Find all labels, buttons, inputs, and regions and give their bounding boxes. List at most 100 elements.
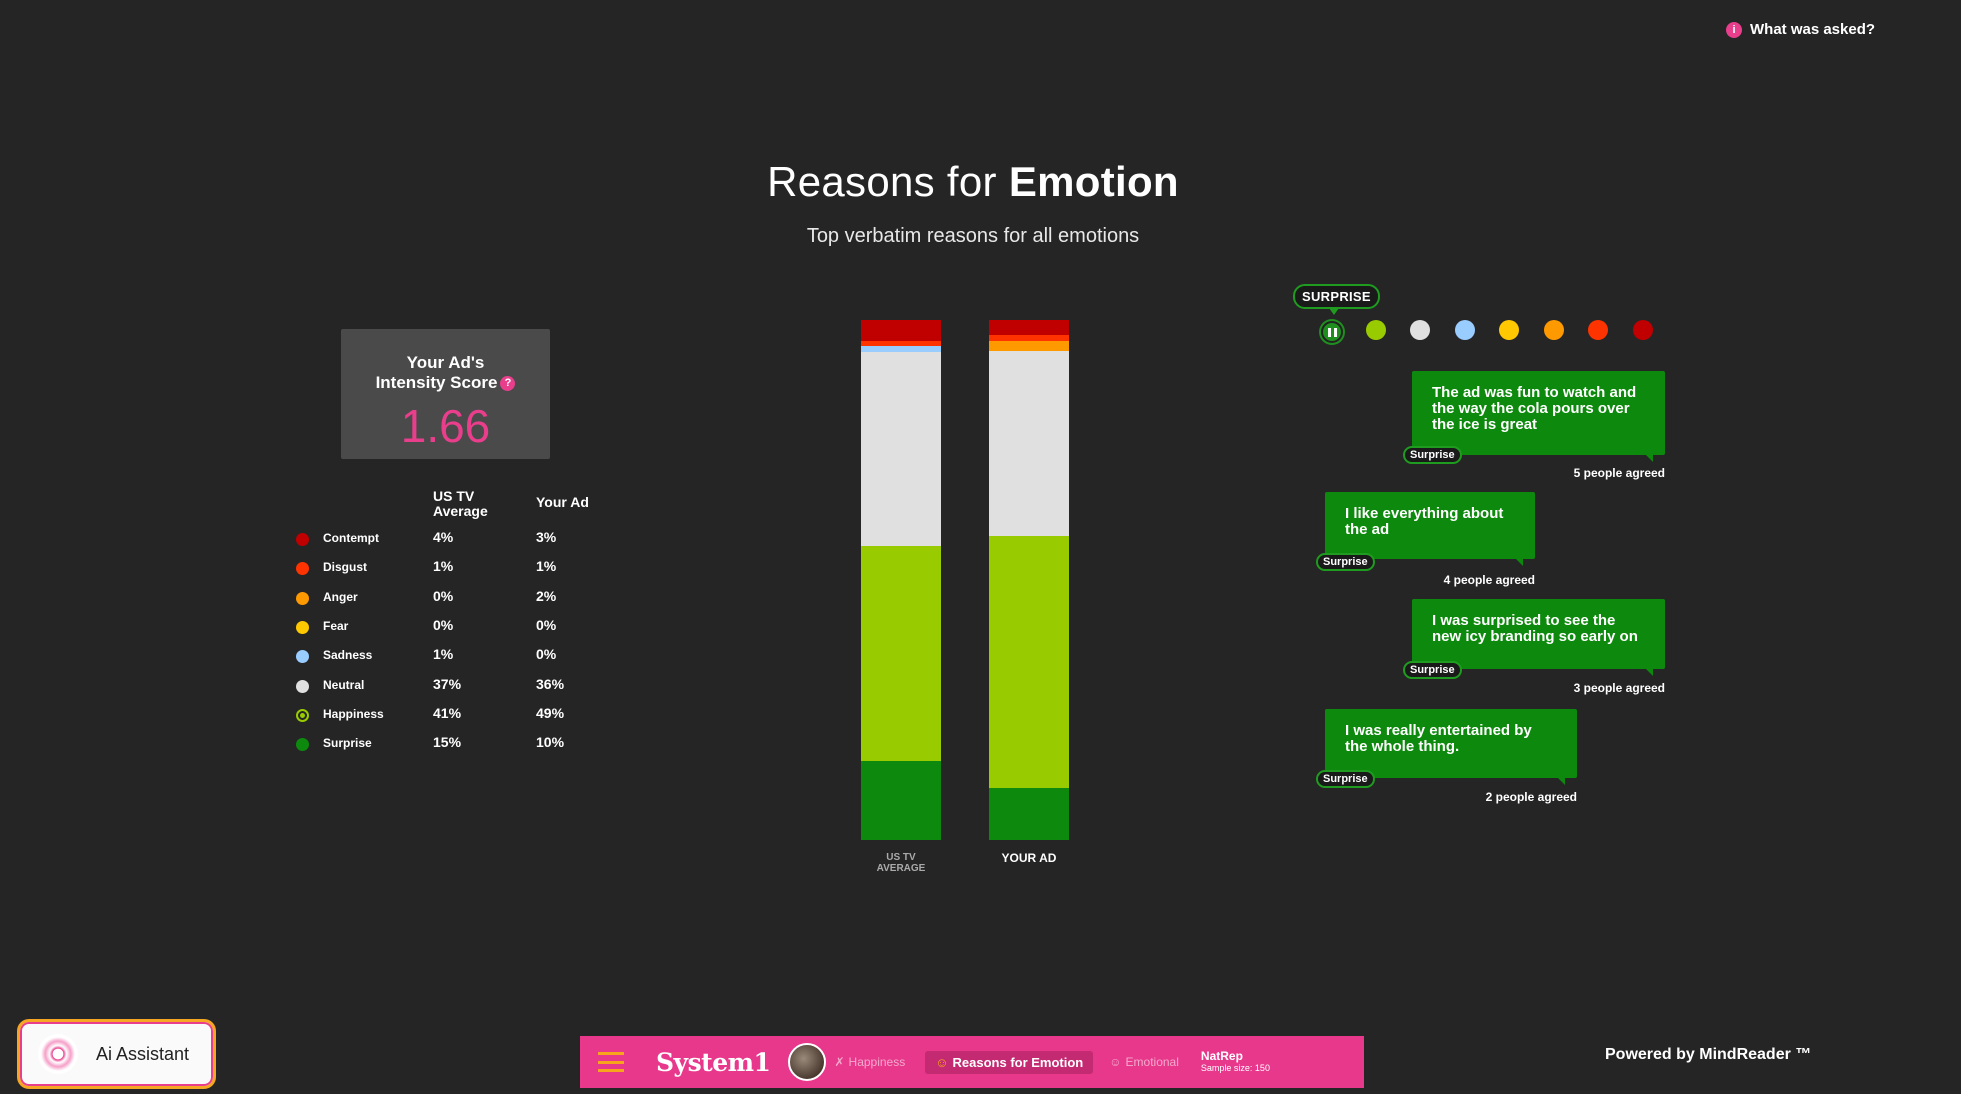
bar-segment-disgust <box>989 335 1069 341</box>
bar-segment-contempt <box>861 320 941 341</box>
legend-label: Disgust <box>323 560 368 575</box>
verbatim-emotion-tag: Surprise <box>1316 553 1375 571</box>
bar-your-ad <box>989 320 1069 840</box>
legend-row-surprise: Surprise 15% 10% <box>296 734 616 754</box>
emotion-selector-surprise-pause-icon[interactable] <box>1321 321 1343 343</box>
sample-info: NatRep Sample size: 150 <box>1201 1050 1270 1074</box>
your-ad-value: 3% <box>536 529 557 545</box>
emotion-selector-disgust[interactable] <box>1588 320 1608 340</box>
us-average-value: 4% <box>433 529 454 545</box>
emotion-selector-sadness[interactable] <box>1454 320 1475 340</box>
col-header-your-ad: Your Ad <box>536 494 589 510</box>
sadness-color-dot <box>296 650 309 664</box>
bar-us-tv-average <box>861 320 941 840</box>
verbatim-text: I was really entertained by the whole th… <box>1345 722 1532 755</box>
legend-label: Fear <box>323 618 349 633</box>
us-average-value: 1% <box>433 646 454 663</box>
help-icon[interactable]: ? <box>500 376 516 392</box>
legend-row-fear: Fear 0% 0% <box>296 617 616 637</box>
legend-row-disgust: Disgust 1% 1% <box>296 558 616 578</box>
col-header-us-line1: US TV <box>433 488 475 504</box>
happiness-color-dot <box>296 708 309 722</box>
powered-by: Powered by MindReader ™ <box>1605 1046 1812 1063</box>
bar-segment-contempt <box>989 320 1069 336</box>
tab-happiness[interactable]: ✗ Happiness <box>834 1055 905 1069</box>
verbatim-emotion-tag: Surprise <box>1316 770 1375 788</box>
emotion-selector-anger[interactable] <box>1543 320 1564 340</box>
agreed-count: 5 people agreed <box>1573 466 1665 480</box>
intensity-score-value: 1.66 <box>400 400 491 452</box>
legend-label: Contempt <box>323 531 379 545</box>
us-average-value: 41% <box>433 704 462 721</box>
disgust-color-dot <box>296 562 309 576</box>
bar-label-us-line2: AVERAGE <box>876 863 926 874</box>
intensity-card-title: Your Ad's Intensity Score? <box>341 353 550 393</box>
intensity-score-card: Your Ad's Intensity Score? 1.66 <box>341 329 550 459</box>
legend-row-happiness: Happiness 41% 49% <box>296 705 616 725</box>
surprise-color-dot <box>296 738 309 752</box>
col-header-us-tv-average: US TV Average <box>433 489 488 519</box>
neutral-color-dot <box>296 679 309 693</box>
verbatim-bubble: I like everything about the ad <box>1325 492 1535 566</box>
us-average-value: 0% <box>433 616 454 633</box>
bar-segment-disgust <box>861 341 941 347</box>
title-prefix: Reasons for <box>767 158 1009 205</box>
verbatim-bubble: I was surprised to see the new icy brand… <box>1412 599 1665 676</box>
legend-row-contempt: Contempt 4% 3% <box>296 529 616 549</box>
agreed-count: 2 people agreed <box>1485 790 1577 804</box>
what-was-asked-link[interactable]: i What was asked? <box>1726 21 1875 38</box>
happiness-tab-icon: ✗ <box>834 1055 845 1069</box>
tab-reasons-label: Reasons for Emotion <box>952 1054 1084 1070</box>
sample-size: Sample size: 150 <box>1200 1063 1270 1073</box>
legend-label: Happiness <box>323 706 384 721</box>
fear-color-dot <box>296 620 309 634</box>
natrep-label: NatRep <box>1200 1049 1243 1063</box>
ad-thumbnail[interactable] <box>788 1043 827 1081</box>
your-ad-value: 10% <box>536 734 565 751</box>
tab-emotional[interactable]: ☺ Emotional <box>1109 1055 1179 1069</box>
anger-color-dot <box>296 591 309 605</box>
bar-segment-surprise <box>989 788 1069 840</box>
emotion-selector-happiness[interactable] <box>1365 320 1386 340</box>
system1-logo: System1 <box>656 1047 771 1077</box>
bar-segment-anger <box>989 340 1069 351</box>
legend-row-sadness: Sadness 1% 0% <box>296 646 616 666</box>
emotion-selector-contempt[interactable] <box>1632 320 1653 340</box>
ai-assistant-button[interactable]: Ai Assistant <box>17 1019 216 1089</box>
verbatim-text: I was surprised to see the new icy brand… <box>1432 612 1638 645</box>
bar-label-us-tv-average: US TV AVERAGE <box>861 852 941 874</box>
us-average-value: 0% <box>433 587 454 604</box>
intensity-title-line2: Intensity Score <box>375 373 498 392</box>
bar-segment-neutral <box>989 350 1069 537</box>
emotion-selector-fear[interactable] <box>1499 320 1519 340</box>
verbatim-text: I like everything about the ad <box>1345 505 1504 538</box>
legend-label: Anger <box>323 589 358 604</box>
bar-segment-surprise <box>861 761 941 840</box>
your-ad-value: 2% <box>536 587 557 604</box>
bar-segment-happiness <box>861 545 941 762</box>
your-ad-value: 36% <box>536 675 565 692</box>
what-was-asked-label: What was asked? <box>1750 21 1876 38</box>
your-ad-value: 0% <box>536 616 557 633</box>
bar-segment-neutral <box>861 351 941 546</box>
legend-row-anger: Anger 0% 2% <box>296 588 616 608</box>
tab-reasons-for-emotion[interactable]: ☺ Reasons for Emotion <box>925 1050 1094 1074</box>
tab-happiness-label: Happiness <box>848 1055 906 1069</box>
legend-label: Surprise <box>323 736 372 751</box>
reasons-tab-icon: ☺ <box>935 1054 949 1070</box>
agreed-count: 3 people agreed <box>1573 681 1665 695</box>
bar-segment-happiness <box>989 536 1069 789</box>
menu-icon[interactable] <box>598 1052 624 1072</box>
legend-label: Sadness <box>323 648 373 663</box>
ai-assistant-label: Ai Assistant <box>96 1043 190 1064</box>
tab-emotional-label: Emotional <box>1125 1055 1179 1069</box>
ai-assistant-icon <box>38 1034 78 1074</box>
selected-emotion-tag: SURPRISE <box>1293 284 1380 315</box>
verbatim-emotion-tag: Surprise <box>1403 446 1462 464</box>
bar-label-your-ad: YOUR AD <box>1001 851 1057 865</box>
title-bold: Emotion <box>1008 158 1179 205</box>
page-title: Reasons for Emotion <box>0 158 1946 206</box>
emotion-selector-neutral[interactable] <box>1410 320 1430 340</box>
your-ad-value: 1% <box>536 558 557 575</box>
verbatim-bubble: I was really entertained by the whole th… <box>1325 709 1577 785</box>
